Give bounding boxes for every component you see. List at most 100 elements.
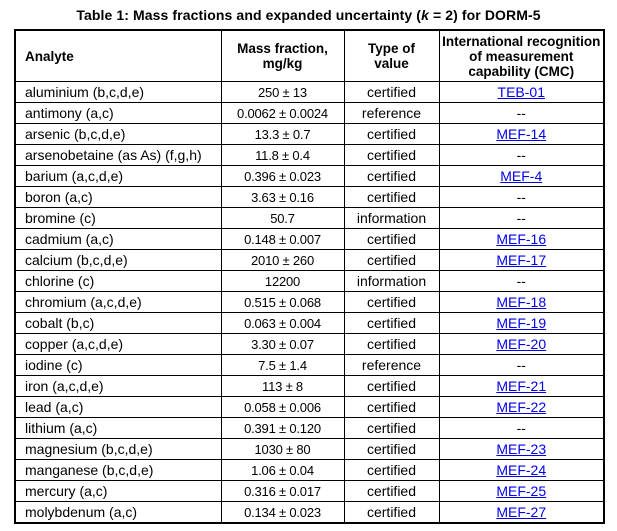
cmc-link[interactable]: MEF-16 (496, 231, 547, 247)
type-of-value-cell: certified (343, 312, 440, 334)
type-of-value-cell: certified (343, 291, 440, 313)
cmc-link[interactable]: MEF-19 (496, 315, 547, 331)
cmc-cell: MEF-14 (438, 123, 605, 145)
mass-fraction-cell: 0.515 ± 0.068 (220, 291, 345, 313)
analyte-cell: boron (a,c) (14, 186, 222, 208)
table-row: cadmium (a,c) 0.148 ± 0.007 certified MEF-1… (14, 228, 605, 250)
table-row: arsenic (b,c,d,e) 13.3 ± 0.7 certified MEF-… (14, 123, 605, 145)
cmc-cell: MEF-16 (438, 228, 605, 250)
mass-fraction-cell: 2010 ± 260 (220, 249, 345, 271)
analyte-cell: molybdenum (a,c) (14, 501, 222, 524)
cmc-cell: -- (438, 417, 605, 439)
table-row: cobalt (b,c) 0.063 ± 0.004 certified MEF-19 (14, 312, 605, 334)
type-of-value-cell: certified (343, 459, 440, 481)
analyte-cell: lead (a,c) (14, 396, 222, 418)
type-of-value-cell: information (343, 270, 440, 292)
cmc-link[interactable]: MEF-23 (496, 441, 547, 457)
mass-fraction-cell: 0.391 ± 0.120 (220, 417, 345, 439)
analyte-cell: aluminium (b,c,d,e) (14, 81, 222, 103)
cmc-link[interactable]: MEF-24 (496, 462, 547, 478)
table-row: boron (a,c) 3.63 ± 0.16 certified -- (14, 186, 605, 208)
table-title: Table 1: Mass fractions and expanded unc… (0, 7, 617, 23)
cmc-cell: TEB-01 (438, 81, 605, 103)
cmc-link[interactable]: MEF-21 (496, 378, 547, 394)
type-of-value-cell: certified (343, 501, 440, 524)
cmc-link[interactable]: MEF-25 (496, 483, 547, 499)
type-of-value-cell: certified (343, 228, 440, 250)
cmc-cell: MEF-17 (438, 249, 605, 271)
type-of-value-cell: certified (343, 144, 440, 166)
table-row: iron (a,c,d,e) 113 ± 8 certified MEF-21 (14, 375, 605, 397)
cmc-link[interactable]: MEF-20 (496, 336, 547, 352)
analyte-cell: magnesium (b,c,d,e) (14, 438, 222, 460)
type-of-value-cell: certified (343, 249, 440, 271)
cmc-link[interactable]: MEF-18 (496, 294, 547, 310)
mass-fraction-cell: 3.63 ± 0.16 (220, 186, 345, 208)
mass-fraction-cell: 0.148 ± 0.007 (220, 228, 345, 250)
table-row: magnesium (b,c,d,e) 1030 ± 80 certified MEF… (14, 438, 605, 460)
table-row: lithium (a,c) 0.391 ± 0.120 certified -- (14, 417, 605, 439)
table-row: copper (a,c,d,e) 3.30 ± 0.07 certified MEF-… (14, 333, 605, 355)
cmc-cell: MEF-4 (438, 165, 605, 187)
cmc-cell: MEF-24 (438, 459, 605, 481)
table-row: bromine (c) 50.7 information -- (14, 207, 605, 229)
mass-fraction-cell: 3.30 ± 0.07 (220, 333, 345, 355)
table-row: iodine (c) 7.5 ± 1.4 reference -- (14, 354, 605, 376)
cmc-cell: MEF-21 (438, 375, 605, 397)
analyte-cell: arsenic (b,c,d,e) (14, 123, 222, 145)
table-row: antimony (a,c) 0.0062 ± 0.0024 reference -- (14, 102, 605, 124)
analyte-cell: barium (a,c,d,e) (14, 165, 222, 187)
cmc-cell: MEF-25 (438, 480, 605, 502)
mass-fraction-cell: 1030 ± 80 (220, 438, 345, 460)
table-title-prefix: Table 1: Mass fractions and expanded unc… (76, 7, 422, 23)
table-row: aluminium (b,c,d,e) 250 ± 13 certified TEB-… (14, 81, 605, 103)
cmc-cell: MEF-20 (438, 333, 605, 355)
mass-fraction-cell: 1.06 ± 0.04 (220, 459, 345, 481)
table-row: arsenobetaine (as As) (f,g,h) 11.8 ± 0.4 c… (14, 144, 605, 166)
mass-fraction-cell: 0.316 ± 0.017 (220, 480, 345, 502)
type-of-value-cell: certified (343, 186, 440, 208)
cmc-link[interactable]: MEF-4 (500, 168, 543, 184)
header-cmc: International recognition of measurement… (438, 29, 605, 82)
cmc-link[interactable]: MEF-17 (496, 252, 547, 268)
table-row: barium (a,c,d,e) 0.396 ± 0.023 certified ME… (14, 165, 605, 187)
table-row: lead (a,c) 0.058 ± 0.006 certified MEF-22 (14, 396, 605, 418)
analyte-cell: antimony (a,c) (14, 102, 222, 124)
analyte-cell: manganese (b,c,d,e) (14, 459, 222, 481)
table-row: molybdenum (a,c) 0.134 ± 0.023 certified ME… (14, 501, 605, 524)
analyte-cell: iodine (c) (14, 354, 222, 376)
type-of-value-cell: certified (343, 396, 440, 418)
type-of-value-cell: certified (343, 165, 440, 187)
header-analyte: Analyte (14, 29, 222, 82)
mass-fraction-cell: 0.134 ± 0.023 (220, 501, 345, 524)
mass-fractions-table: Analyte Mass fraction, mg/kg Type of val… (14, 29, 605, 524)
cmc-link[interactable]: TEB-01 (497, 84, 545, 100)
table-row: chlorine (c) 12200 information -- (14, 270, 605, 292)
mass-fraction-cell: 0.396 ± 0.023 (220, 165, 345, 187)
table-row: manganese (b,c,d,e) 1.06 ± 0.04 certified M… (14, 459, 605, 481)
mass-fraction-cell: 0.058 ± 0.006 (220, 396, 345, 418)
table-row: calcium (b,c,d,e) 2010 ± 260 certified MEF-… (14, 249, 605, 271)
type-of-value-cell: certified (343, 480, 440, 502)
cmc-cell: -- (438, 207, 605, 229)
cmc-link[interactable]: MEF-22 (496, 399, 547, 415)
type-of-value-cell: certified (343, 123, 440, 145)
analyte-cell: mercury (a,c) (14, 480, 222, 502)
header-row: Analyte Mass fraction, mg/kg Type of val… (14, 29, 605, 82)
cmc-cell: MEF-19 (438, 312, 605, 334)
analyte-cell: calcium (b,c,d,e) (14, 249, 222, 271)
cmc-link[interactable]: MEF-27 (496, 504, 547, 520)
mass-fraction-cell: 0.063 ± 0.004 (220, 312, 345, 334)
analyte-cell: lithium (a,c) (14, 417, 222, 439)
mass-fraction-cell: 13.3 ± 0.7 (220, 123, 345, 145)
header-mass-fraction: Mass fraction, mg/kg (220, 29, 345, 82)
cmc-link[interactable]: MEF-14 (496, 126, 547, 142)
table-row: mercury (a,c) 0.316 ± 0.017 certified MEF-2… (14, 480, 605, 502)
analyte-cell: chromium (a,c,d,e) (14, 291, 222, 313)
cmc-cell: MEF-22 (438, 396, 605, 418)
analyte-cell: iron (a,c,d,e) (14, 375, 222, 397)
cmc-cell: MEF-23 (438, 438, 605, 460)
cmc-cell: -- (438, 354, 605, 376)
mass-fraction-cell: 12200 (220, 270, 345, 292)
mass-fraction-cell: 0.0062 ± 0.0024 (220, 102, 345, 124)
